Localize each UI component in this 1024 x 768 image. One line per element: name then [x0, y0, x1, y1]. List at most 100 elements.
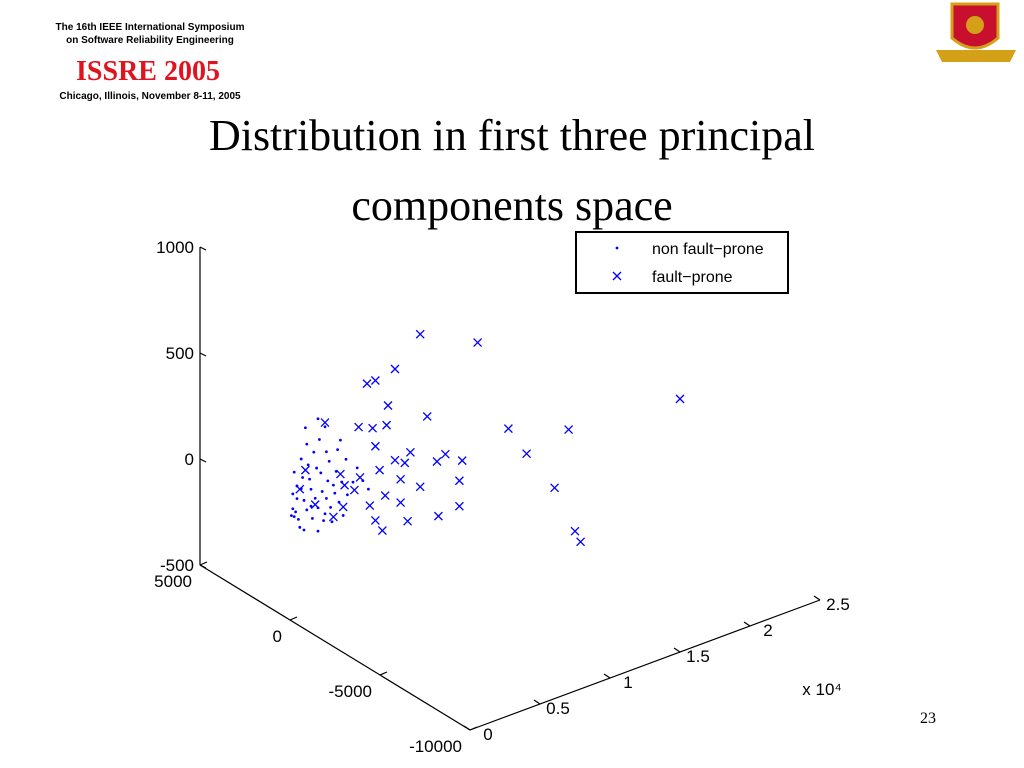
- tick-mark: [199, 561, 208, 566]
- z-tick-label: -500: [160, 556, 194, 575]
- point: [564, 425, 574, 435]
- point: [325, 450, 328, 454]
- point: [330, 520, 334, 524]
- point: [305, 508, 309, 512]
- event-name: ISSRE 2005: [76, 56, 220, 87]
- point: [422, 411, 432, 421]
- point: [291, 492, 295, 496]
- point: [316, 529, 320, 533]
- point: [405, 447, 415, 457]
- point: [570, 526, 580, 536]
- x-tick-label: 0.5: [546, 699, 570, 718]
- z-tick-label: 1000: [156, 238, 194, 257]
- point: [301, 476, 304, 479]
- tick-mark: [199, 246, 207, 251]
- header-line: The 16th IEEE International Symposium: [56, 22, 245, 33]
- point: [415, 482, 425, 492]
- x-multiplier: x 10⁴: [802, 680, 841, 699]
- legend-box: [575, 231, 789, 294]
- y-tick-label: -10000: [409, 737, 462, 756]
- point: [473, 338, 483, 348]
- point: [339, 438, 342, 442]
- tick-mark: [743, 621, 751, 627]
- legend-label: fault−prone: [652, 269, 733, 286]
- point: [415, 329, 425, 339]
- point: [382, 420, 392, 430]
- point: [349, 485, 359, 495]
- point: [290, 514, 293, 517]
- point: [302, 498, 306, 502]
- point: [333, 491, 337, 495]
- point: [365, 501, 375, 511]
- point: [370, 515, 380, 525]
- point: [292, 515, 296, 519]
- y-tick-label: -5000: [329, 682, 372, 701]
- point: [454, 476, 464, 486]
- point: [403, 516, 413, 526]
- point: [336, 448, 339, 452]
- y-tick-label: 5000: [154, 572, 192, 591]
- tick-mark: [673, 647, 681, 653]
- point: [370, 376, 380, 385]
- point: [503, 424, 513, 434]
- point: [295, 497, 299, 501]
- point: [390, 455, 400, 465]
- point: [454, 501, 464, 511]
- point: [375, 465, 385, 475]
- point: [522, 449, 532, 459]
- slide-title: Distribution in first three principal: [209, 111, 815, 160]
- point: [346, 493, 349, 497]
- point: [311, 517, 314, 520]
- point: [440, 449, 450, 459]
- point: [351, 480, 355, 484]
- point: [328, 512, 338, 522]
- point: [320, 490, 324, 493]
- point: [576, 537, 586, 547]
- point: [323, 425, 327, 429]
- point: [295, 484, 305, 494]
- point: [315, 466, 318, 470]
- point: [380, 491, 390, 501]
- tick-mark: [199, 352, 207, 357]
- point: [312, 450, 316, 454]
- logo: [936, 2, 1016, 62]
- point: [309, 487, 313, 491]
- point: [294, 510, 297, 514]
- x-tick-label: 2.5: [826, 595, 850, 614]
- point: [326, 479, 330, 483]
- point: [310, 500, 320, 510]
- point: [297, 517, 300, 521]
- point: [675, 394, 685, 404]
- point: [292, 470, 296, 474]
- point: [308, 477, 311, 481]
- tick-mark: [463, 725, 471, 731]
- point: [316, 417, 320, 421]
- x-tick-label: 0: [483, 725, 492, 744]
- point: [335, 469, 345, 479]
- point: [320, 418, 330, 428]
- tick-mark: [199, 564, 207, 569]
- point: [338, 502, 348, 512]
- point: [318, 438, 321, 441]
- point: [325, 496, 328, 500]
- point: [432, 457, 442, 466]
- point: [396, 498, 406, 508]
- point: [383, 401, 393, 410]
- point: [400, 458, 410, 468]
- tick-mark: [603, 673, 611, 679]
- z-tick-label: 0: [185, 450, 194, 469]
- axis-line: [469, 599, 821, 731]
- x-tick-label: 2: [763, 621, 772, 640]
- point: [612, 271, 622, 281]
- z-tick-label: 500: [166, 344, 194, 363]
- x-tick-label: 1: [623, 673, 632, 692]
- tick-mark: [469, 726, 478, 731]
- point: [291, 507, 295, 511]
- point: [329, 506, 332, 509]
- point: [341, 514, 345, 517]
- point: [615, 246, 619, 250]
- tick-mark: [813, 595, 821, 601]
- slide-title: components space: [351, 181, 672, 230]
